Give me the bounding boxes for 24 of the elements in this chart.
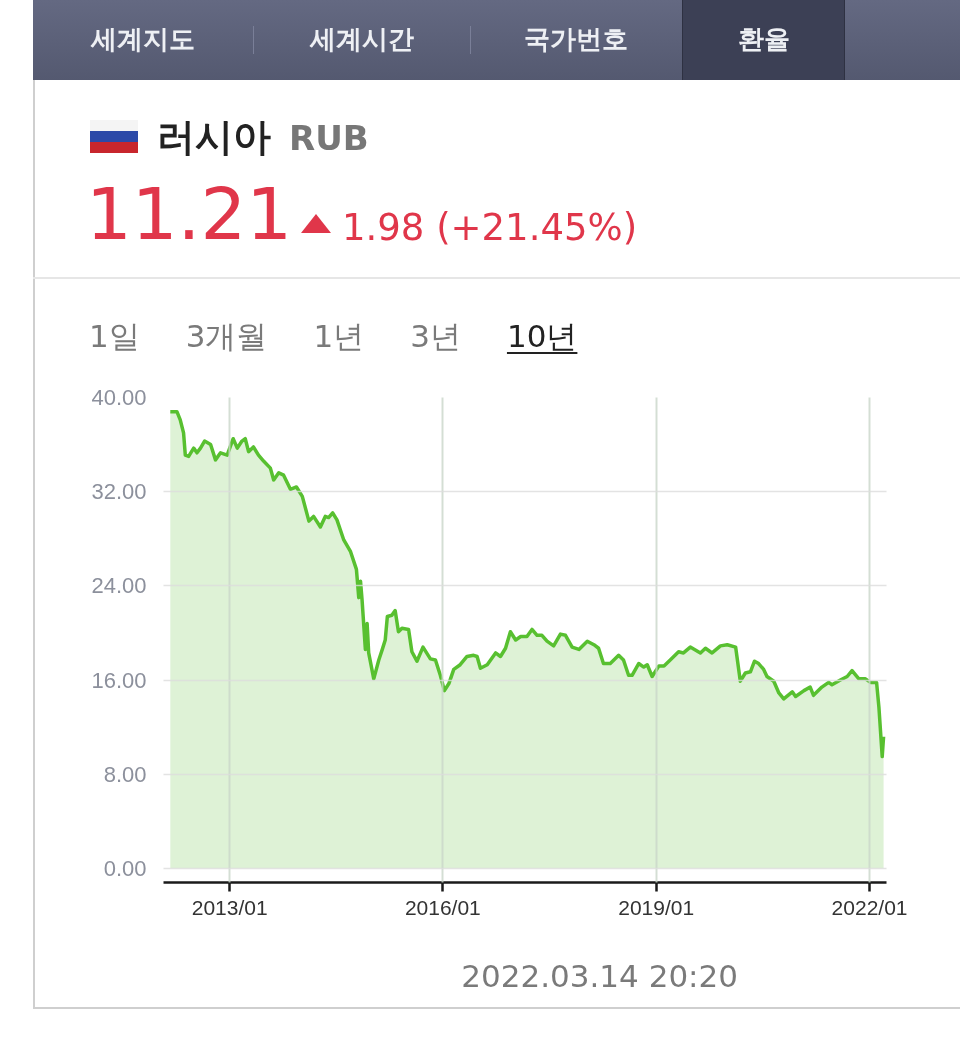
text: 3년 [410, 317, 461, 356]
y-tick-label: 24.00 [91, 573, 147, 599]
y-tick-label: 8.00 [103, 761, 147, 787]
text: 세계시간 [308, 23, 415, 57]
y-tick-label: 40.00 [91, 385, 147, 410]
y-tick-label: 0.00 [103, 855, 147, 881]
x-tick-label: 2013/01 [191, 895, 268, 919]
text: 환율 [682, 0, 845, 80]
text: 국가번호 [523, 23, 629, 57]
text: 1년 [313, 317, 365, 356]
text: 10년 [506, 317, 578, 356]
text: 세계지도 [90, 23, 196, 57]
y-tick-label: 16.00 [91, 667, 147, 693]
x-tick-label: 2022/01 [831, 895, 908, 919]
text: 1.98 (+21.45%) [342, 206, 638, 250]
chart-title: 러시아 [157, 115, 271, 159]
chart-subtitle: RUB [289, 118, 369, 158]
x-tick-label: 2016/01 [404, 895, 481, 919]
x-tick-label: 2019/01 [618, 895, 695, 919]
text: 1일 [89, 317, 140, 356]
text: 2022.03.14 20:20 [461, 957, 738, 996]
text: 11.21 [86, 172, 293, 256]
text: 3개월 [185, 317, 268, 356]
y-tick-label: 32.00 [91, 479, 147, 505]
